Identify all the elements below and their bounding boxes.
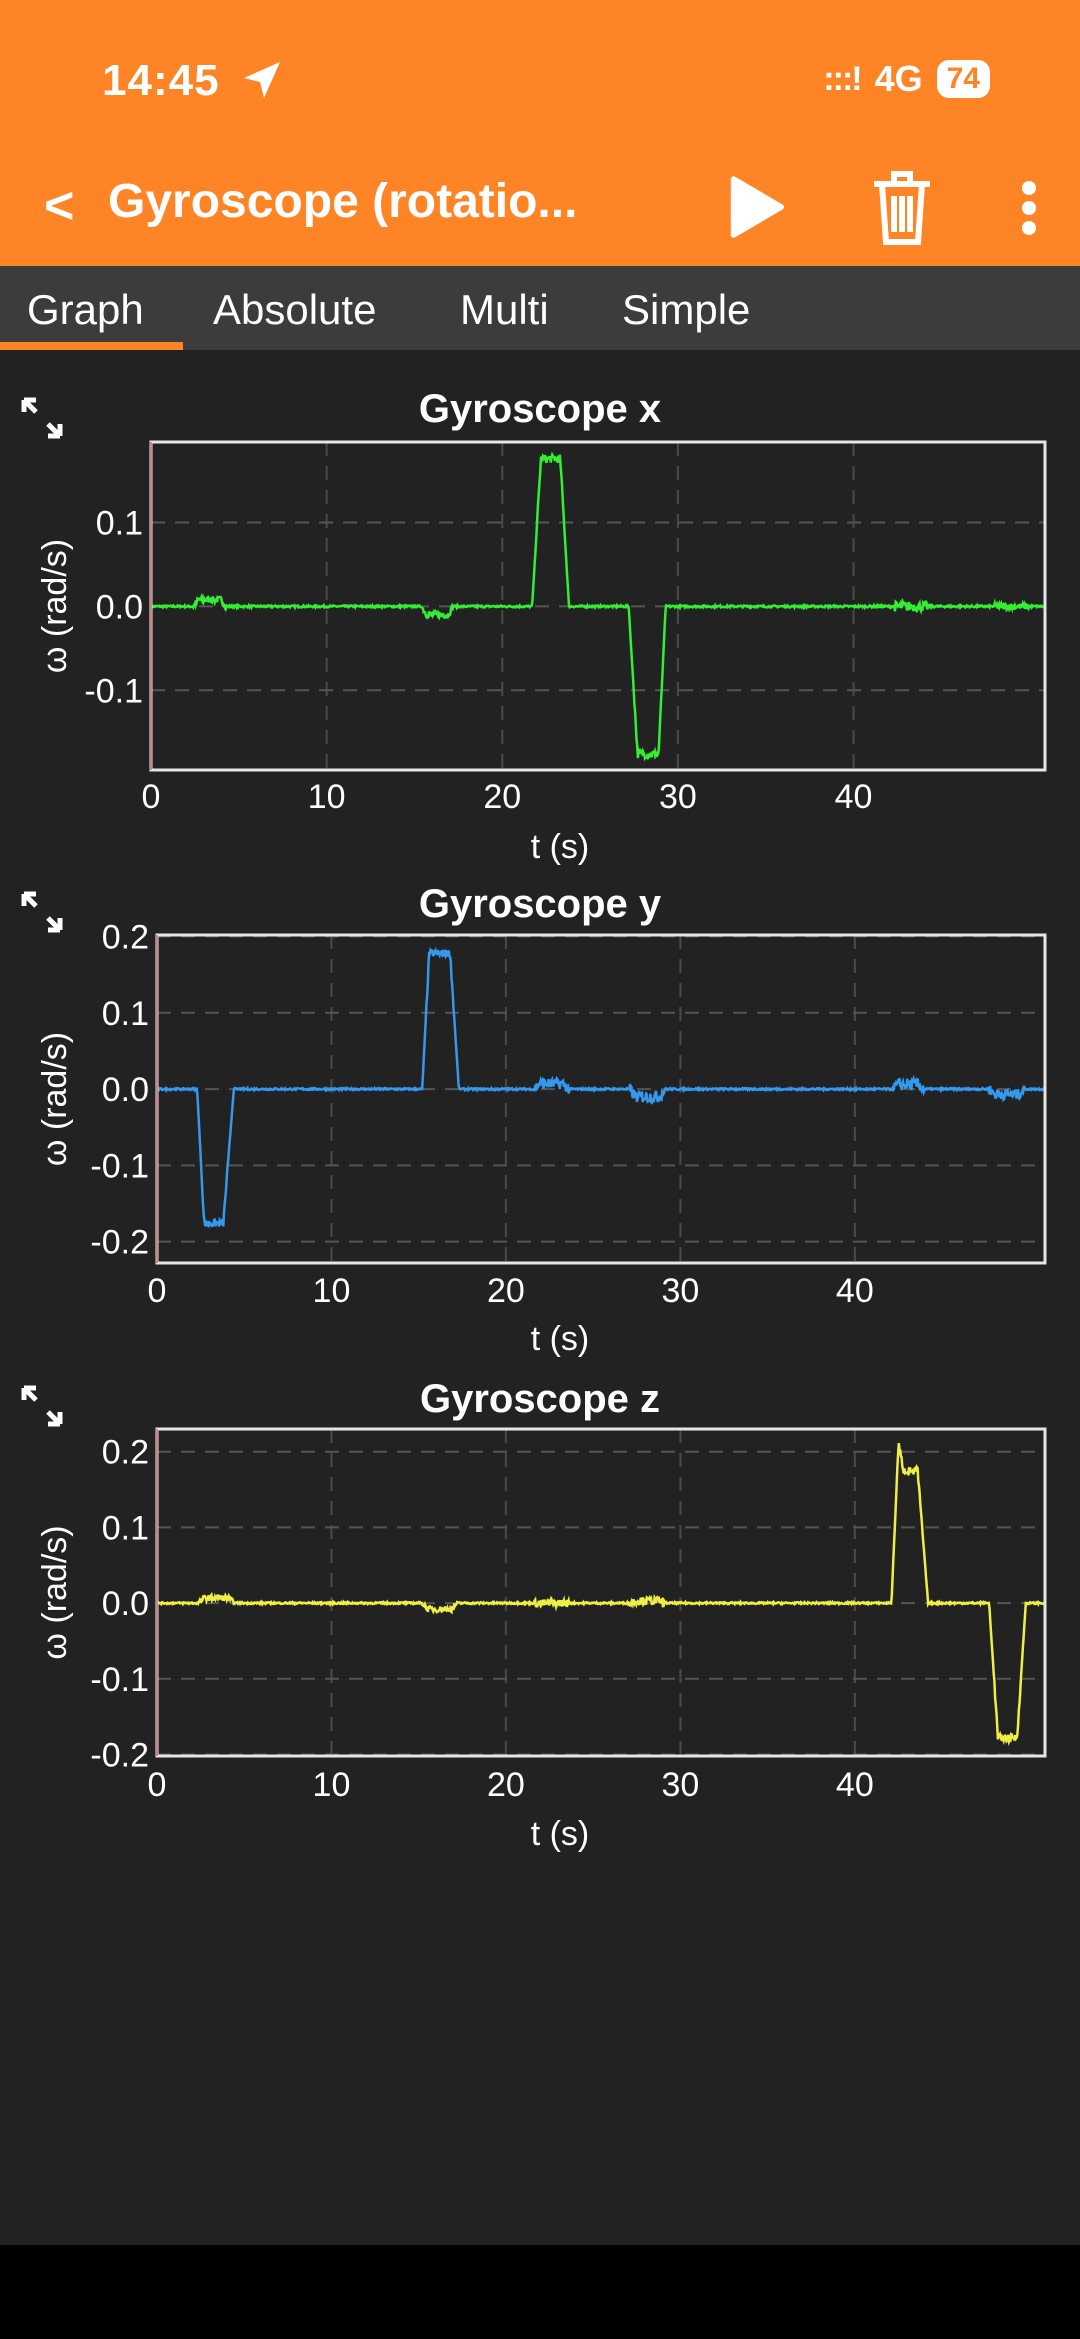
back-chevron-icon[interactable]: < xyxy=(44,177,75,235)
tab-absolute[interactable]: Absolute xyxy=(213,286,377,333)
y-tick-label: 0.2 xyxy=(102,919,149,957)
y-tick-label: 0.0 xyxy=(102,1585,149,1623)
chart-gyroscope-x: Gyroscope x 0 10 20 30 40 -0.1 0.0 0.1 t (s) ω (ra… xyxy=(21,387,1047,866)
expand-icon[interactable] xyxy=(21,1385,63,1427)
y-tick-label: 0.0 xyxy=(96,588,143,626)
y-tick-label: 0.0 xyxy=(102,1071,149,1109)
chart-title: Gyroscope y xyxy=(419,882,662,926)
series-line xyxy=(155,946,1046,1229)
x-tick-label: 20 xyxy=(483,778,521,816)
x-tick-label: 20 xyxy=(487,1272,525,1310)
charts-area: Gyroscope x 0 10 20 30 40 -0.1 0.0 0.1 t (s) ω (ra… xyxy=(21,387,1047,1853)
signal-icon: :::! xyxy=(823,59,862,98)
expand-icon[interactable] xyxy=(21,397,63,439)
y-tick-label: -0.1 xyxy=(90,1661,149,1699)
expand-arrow-up xyxy=(21,1385,38,1402)
x-tick-label: 0 xyxy=(142,778,161,816)
more-vertical-icon[interactable] xyxy=(1018,180,1040,236)
active-tab-indicator xyxy=(0,342,183,350)
y-tick-label: 0.1 xyxy=(102,995,149,1033)
x-tick-label: 0 xyxy=(148,1766,167,1804)
y-tick-label: -0.1 xyxy=(84,672,143,710)
app-header: 14:45 :::! 4G 74 < Gyroscope (rotatio... xyxy=(0,0,1080,266)
chart-gyroscope-z: Gyroscope z 0 10 20 30 40 -0.2 -0.1 0.0 0.1 0.2 t (… xyxy=(21,1377,1047,1853)
tab-simple[interactable]: Simple xyxy=(622,286,751,333)
x-tick-label: 30 xyxy=(661,1766,699,1804)
bottom-bar xyxy=(0,2245,1080,2339)
series-line xyxy=(156,1442,1046,1747)
page-title: Gyroscope (rotatio... xyxy=(108,175,578,228)
x-tick-label: 10 xyxy=(313,1766,351,1804)
trash-icon[interactable] xyxy=(870,168,934,248)
y-axis-label: ω (rad/s) xyxy=(36,539,74,673)
expand-arrow-down xyxy=(46,1410,63,1427)
network-type: 4G xyxy=(874,58,923,99)
x-axis-label: t (s) xyxy=(531,1320,590,1358)
x-tick-label: 30 xyxy=(659,778,697,816)
battery-icon: 74 xyxy=(936,60,990,98)
status-time: 14:45 xyxy=(102,56,220,105)
y-tick-label: 0.2 xyxy=(102,1434,149,1472)
chart-title: Gyroscope x xyxy=(419,387,661,431)
play-icon[interactable] xyxy=(728,176,784,238)
location-arrow-icon xyxy=(244,62,280,98)
y-tick-label: -0.1 xyxy=(90,1147,149,1185)
expand-arrow-up xyxy=(21,397,38,414)
y-tick-label: 0.1 xyxy=(96,505,143,543)
expand-arrow-up xyxy=(21,891,38,908)
y-tick-label: 0.1 xyxy=(102,1509,149,1547)
expand-arrow-down xyxy=(46,422,63,439)
tab-graph[interactable]: Graph xyxy=(27,286,144,333)
x-tick-label: 40 xyxy=(835,778,873,816)
chart-title: Gyroscope z xyxy=(420,1377,660,1421)
tab-bar: Graph Absolute Multi Simple xyxy=(0,266,1080,350)
plot-frame xyxy=(155,1427,1047,1758)
x-axis-label: t (s) xyxy=(531,828,590,866)
x-tick-label: 20 xyxy=(487,1766,525,1804)
x-tick-label: 40 xyxy=(836,1272,874,1310)
x-tick-label: 10 xyxy=(308,778,346,816)
x-tick-label: 10 xyxy=(313,1272,351,1310)
x-tick-label: 40 xyxy=(836,1766,874,1804)
y-tick-label: -0.2 xyxy=(90,1736,149,1774)
x-tick-label: 0 xyxy=(148,1272,167,1310)
status-indicators: :::! 4G 74 xyxy=(823,58,990,100)
expand-icon[interactable] xyxy=(21,891,63,933)
x-tick-label: 30 xyxy=(661,1272,699,1310)
series-line xyxy=(149,451,1045,762)
y-axis-label: ω (rad/s) xyxy=(36,1032,74,1166)
y-tick-label: -0.2 xyxy=(90,1224,149,1262)
plot-frame xyxy=(155,933,1047,1265)
x-axis-label: t (s) xyxy=(531,1815,590,1853)
chart-gyroscope-y: Gyroscope y 0 10 20 30 40 -0.2 -0.1 0.0 0.1 0.2 t (… xyxy=(21,882,1047,1358)
expand-arrow-down xyxy=(46,916,63,933)
tab-multi[interactable]: Multi xyxy=(460,286,549,333)
y-axis-label: ω (rad/s) xyxy=(36,1525,74,1659)
